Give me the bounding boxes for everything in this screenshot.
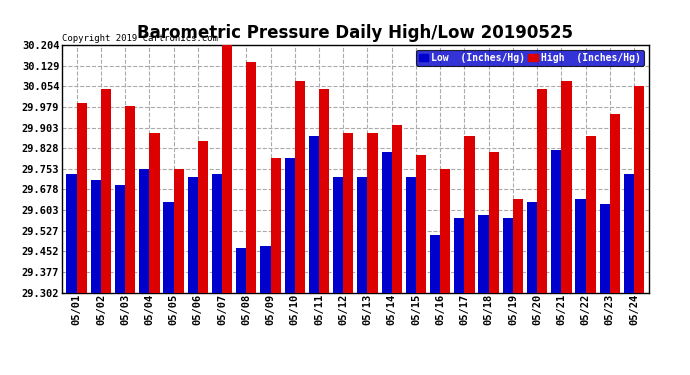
Bar <box>586 136 595 292</box>
Bar <box>174 169 184 292</box>
Bar <box>562 81 571 292</box>
Bar <box>319 89 329 292</box>
Bar <box>406 177 416 292</box>
Bar <box>139 169 149 292</box>
Bar <box>90 180 101 292</box>
Bar <box>125 106 135 292</box>
Bar <box>503 218 513 292</box>
Bar <box>368 133 377 292</box>
Bar <box>343 133 353 292</box>
Bar <box>464 136 475 292</box>
Bar <box>624 174 634 292</box>
Bar <box>77 103 87 292</box>
Title: Barometric Pressure Daily High/Low 20190525: Barometric Pressure Daily High/Low 20190… <box>137 24 573 42</box>
Bar <box>236 248 246 292</box>
Bar <box>198 141 208 292</box>
Bar <box>188 177 198 292</box>
Bar <box>357 177 368 292</box>
Bar <box>295 81 305 292</box>
Bar <box>416 155 426 292</box>
Bar <box>284 158 295 292</box>
Bar <box>309 136 319 292</box>
Bar <box>634 86 644 292</box>
Bar <box>513 199 523 292</box>
Bar <box>575 199 586 292</box>
Bar <box>212 174 222 292</box>
Bar <box>270 158 281 292</box>
Bar <box>527 202 537 292</box>
Bar <box>440 169 451 292</box>
Bar <box>66 174 77 292</box>
Bar <box>333 177 343 292</box>
Bar <box>610 114 620 292</box>
Bar <box>260 246 270 292</box>
Bar <box>551 150 562 292</box>
Bar <box>454 218 464 292</box>
Bar <box>101 89 111 292</box>
Legend: Low  (Inches/Hg), High  (Inches/Hg): Low (Inches/Hg), High (Inches/Hg) <box>416 50 644 66</box>
Bar <box>537 89 547 292</box>
Bar <box>222 37 233 292</box>
Bar <box>392 125 402 292</box>
Bar <box>149 133 159 292</box>
Text: Copyright 2019 Cartronics.com: Copyright 2019 Cartronics.com <box>62 33 218 42</box>
Bar <box>430 235 440 292</box>
Bar <box>489 152 499 292</box>
Bar <box>246 62 257 292</box>
Bar <box>164 202 174 292</box>
Bar <box>382 152 392 292</box>
Bar <box>478 215 489 292</box>
Bar <box>115 185 125 292</box>
Bar <box>600 204 610 292</box>
